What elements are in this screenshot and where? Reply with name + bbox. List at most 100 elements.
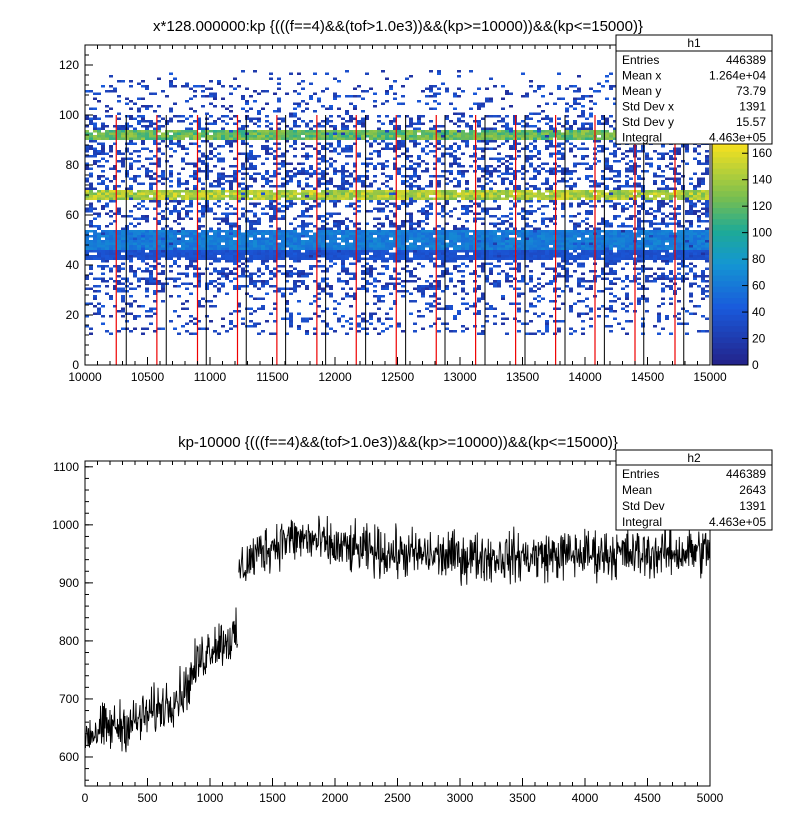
heatmap-cell: [445, 305, 449, 308]
heatmap-cell: [137, 267, 141, 270]
heatmap-cell: [409, 225, 413, 228]
heatmap-cell: [217, 230, 221, 233]
heatmap-cell: [377, 257, 381, 260]
heatmap-cell: [177, 192, 181, 195]
heatmap-cell: [165, 277, 169, 280]
heatmap-cell: [273, 217, 277, 220]
heatmap-cell: [93, 212, 97, 215]
heatmap-cell: [505, 255, 509, 258]
heatmap-cell: [305, 245, 309, 248]
heatmap-cell: [177, 255, 181, 258]
heatmap-cell: [433, 287, 437, 290]
heatmap-cell: [581, 247, 585, 250]
heatmap-cell: [609, 177, 613, 180]
heatmap-cell: [453, 247, 457, 250]
heatmap-cell: [381, 252, 385, 255]
heatmap-cell: [145, 167, 149, 170]
heatmap-cell: [489, 222, 493, 225]
heatmap-cell: [429, 230, 433, 233]
heatmap-cell: [569, 232, 573, 235]
heatmap-cell: [145, 242, 149, 245]
heatmap-cell: [313, 242, 317, 245]
heatmap-cell: [581, 162, 585, 165]
heatmap-cell: [213, 237, 217, 240]
heatmap-cell: [177, 230, 181, 233]
heatmap-cell: [665, 285, 669, 288]
heatmap-cell: [233, 242, 237, 245]
heatmap-cell: [541, 250, 545, 253]
heatmap-cell: [637, 175, 641, 178]
heatmap-cell: [453, 225, 457, 228]
heatmap-cell: [373, 180, 377, 183]
heatmap-cell: [605, 242, 609, 245]
heatmap-cell: [185, 275, 189, 278]
heatmap-cell: [309, 172, 313, 175]
heatmap-cell: [409, 165, 413, 168]
heatmap-cell: [177, 250, 181, 253]
heatmap-cell: [501, 197, 505, 200]
heatmap-cell: [365, 270, 369, 273]
heatmap-cell: [573, 170, 577, 173]
heatmap-cell: [397, 247, 401, 250]
heatmap-cell: [613, 195, 617, 198]
heatmap-cell: [381, 162, 385, 165]
heatmap-cell: [573, 255, 577, 258]
heatmap-cell: [553, 267, 557, 270]
heatmap-cell: [89, 207, 93, 210]
heatmap-cell: [165, 240, 169, 243]
heatmap-cell: [553, 182, 557, 185]
heatmap-cell: [465, 307, 469, 310]
heatmap-cell: [229, 245, 233, 248]
heatmap-cell: [241, 255, 245, 258]
heatmap-cell: [597, 200, 601, 203]
heatmap-cell: [141, 305, 145, 308]
heatmap-cell: [449, 210, 453, 213]
heatmap-cell: [485, 250, 489, 253]
heatmap-cell: [553, 247, 557, 250]
heatmap-cell: [421, 285, 425, 288]
heatmap-cell: [589, 237, 593, 240]
heatmap-cell: [473, 252, 477, 255]
heatmap-cell: [253, 237, 257, 240]
heatmap-cell: [433, 265, 437, 268]
heatmap-cell: [497, 157, 501, 160]
heatmap-cell: [425, 212, 429, 215]
heatmap-cell: [317, 167, 321, 170]
heatmap-cell: [309, 185, 313, 188]
heatmap-cell: [277, 237, 281, 240]
heatmap-cell: [629, 252, 633, 255]
heatmap-cell: [545, 170, 549, 173]
heatmap-cell: [433, 192, 437, 195]
heatmap-cell: [557, 192, 561, 195]
heatmap-cell: [617, 160, 621, 163]
heatmap-cell: [533, 220, 537, 223]
heatmap-cell: [333, 172, 337, 175]
heatmap-cell: [377, 222, 381, 225]
heatmap-cell: [465, 247, 469, 250]
heatmap-cell: [341, 220, 345, 223]
heatmap-cell: [157, 280, 161, 283]
heatmap-cell: [453, 227, 457, 230]
heatmap-cell: [653, 192, 657, 195]
heatmap-cell: [529, 210, 533, 213]
heatmap-cell: [293, 175, 297, 178]
heatmap-cell: [533, 227, 537, 230]
heatmap-cell: [661, 220, 665, 223]
heatmap-cell: [449, 192, 453, 195]
heatmap-cell: [393, 237, 397, 240]
heatmap-cell: [557, 230, 561, 233]
heatmap-cell: [165, 242, 169, 245]
heatmap-cell: [425, 170, 429, 173]
heatmap-cell: [201, 240, 205, 243]
heatmap-cell: [121, 300, 125, 303]
heatmap-cell: [161, 230, 165, 233]
heatmap-cell: [609, 272, 613, 275]
heatmap-cell: [317, 292, 321, 295]
heatmap-cell: [345, 195, 349, 198]
heatmap-cell: [261, 307, 265, 310]
heatmap-cell: [293, 257, 297, 260]
heatmap-cell: [417, 210, 421, 213]
heatmap-cell: [93, 312, 97, 315]
heatmap-cell: [601, 237, 605, 240]
heatmap-cell: [617, 215, 621, 218]
